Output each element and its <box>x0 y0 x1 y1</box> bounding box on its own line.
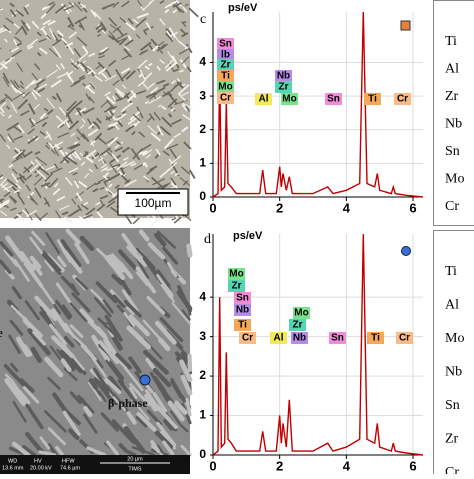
y-axis-label: ps/eV <box>228 2 258 14</box>
element-tag: Mo <box>218 82 232 93</box>
panel-label: d <box>204 232 211 247</box>
element-name: Sn <box>445 398 460 413</box>
panel-label: c <box>200 12 206 27</box>
info-header: HV <box>34 458 42 464</box>
y-tick-label: 0 <box>199 447 206 461</box>
element-name: Nb <box>445 117 462 132</box>
info-header: HFW <box>62 458 75 464</box>
texture-stroke <box>189 8 198 17</box>
info-bar <box>0 455 190 474</box>
y-tick-label: 2 <box>199 122 206 136</box>
texture-stroke <box>190 149 193 153</box>
info-value: 74.6 µm <box>60 465 80 471</box>
element-tag: Ti <box>221 71 230 82</box>
x-tick-label: 0 <box>209 458 216 473</box>
info-value: 20.00 kV <box>30 465 52 471</box>
element-tag: Sn <box>327 94 340 105</box>
y-tick-label: 3 <box>199 329 206 343</box>
partial-label: e <box>0 325 3 340</box>
element-tag: Ti <box>371 333 380 344</box>
legend-marker <box>402 247 411 256</box>
element-tag: Zr <box>279 82 289 93</box>
texture-stroke <box>133 218 139 224</box>
element-tag: Sn <box>331 333 344 344</box>
element-name: Ti <box>445 264 457 279</box>
element-tag: Cr <box>397 94 408 105</box>
y-tick-label: 3 <box>199 88 206 102</box>
element-name: Zr <box>445 432 459 447</box>
element-tag: Cr <box>399 333 410 344</box>
y-tick-label: 4 <box>199 289 206 303</box>
element-name: Al <box>445 298 459 313</box>
x-tick-label: 6 <box>409 458 416 473</box>
x-tick-label: 6 <box>409 200 416 215</box>
x-tick-label: 4 <box>343 458 351 473</box>
logo: TIMS <box>128 466 141 472</box>
element-tag: Al <box>259 94 269 105</box>
info-header: WD <box>8 458 17 464</box>
element-tag: Nb <box>277 71 290 82</box>
texture-stroke <box>129 452 135 455</box>
element-name: Ti <box>445 34 457 49</box>
element-tag: Mo <box>282 94 296 105</box>
element-tag: Nb <box>236 305 249 316</box>
element-tag: Zr <box>293 320 303 331</box>
scale-bar-label: 100µm <box>135 196 172 210</box>
element-tag: Cr <box>220 93 231 104</box>
y-tick-label: 0 <box>199 189 206 203</box>
element-tag: Mo <box>294 308 308 319</box>
element-name: Nb <box>445 365 462 380</box>
element-tag: Ti <box>368 94 377 105</box>
x-tick-label: 4 <box>343 200 351 215</box>
x-tick-label: 2 <box>276 458 283 473</box>
phase-label: β-phase <box>108 396 148 410</box>
spectrum-line <box>213 12 423 197</box>
element-tag: Ti <box>238 320 247 331</box>
point-marker <box>140 375 150 385</box>
element-tag: Cr <box>242 333 253 344</box>
element-name: Mo <box>445 172 464 187</box>
element-tag: Sn <box>236 293 249 304</box>
texture-stroke <box>64 217 71 222</box>
x-tick-label: 2 <box>276 200 283 215</box>
y-tick-label: 4 <box>199 55 206 69</box>
spectrum-line <box>213 234 423 455</box>
element-name: Al <box>445 62 459 77</box>
element-tag: Al <box>274 333 284 344</box>
y-axis-label: ps/eV <box>233 230 263 242</box>
element-name: Mo <box>445 331 464 346</box>
element-tag: Mo <box>229 269 243 280</box>
element-name: Cr <box>445 465 459 474</box>
element-tag: Zr <box>232 281 242 292</box>
texture-stroke <box>189 246 190 255</box>
texture-stroke <box>190 170 195 178</box>
element-name: Sn <box>445 144 460 159</box>
element-tag: Sn <box>219 39 232 50</box>
element-tag: Zr <box>221 60 231 71</box>
y-tick-label: 1 <box>199 408 206 422</box>
element-tag: Nb <box>293 333 306 344</box>
element-name: Cr <box>445 199 459 214</box>
y-tick-label: 1 <box>199 156 206 170</box>
x-tick-label: 0 <box>209 200 216 215</box>
legend-marker <box>401 21 410 30</box>
info-value: 13.6 mm <box>2 465 24 471</box>
element-name: Zr <box>445 89 459 104</box>
y-tick-label: 2 <box>199 368 206 382</box>
scale-bar-label: 20 µm <box>127 456 143 462</box>
